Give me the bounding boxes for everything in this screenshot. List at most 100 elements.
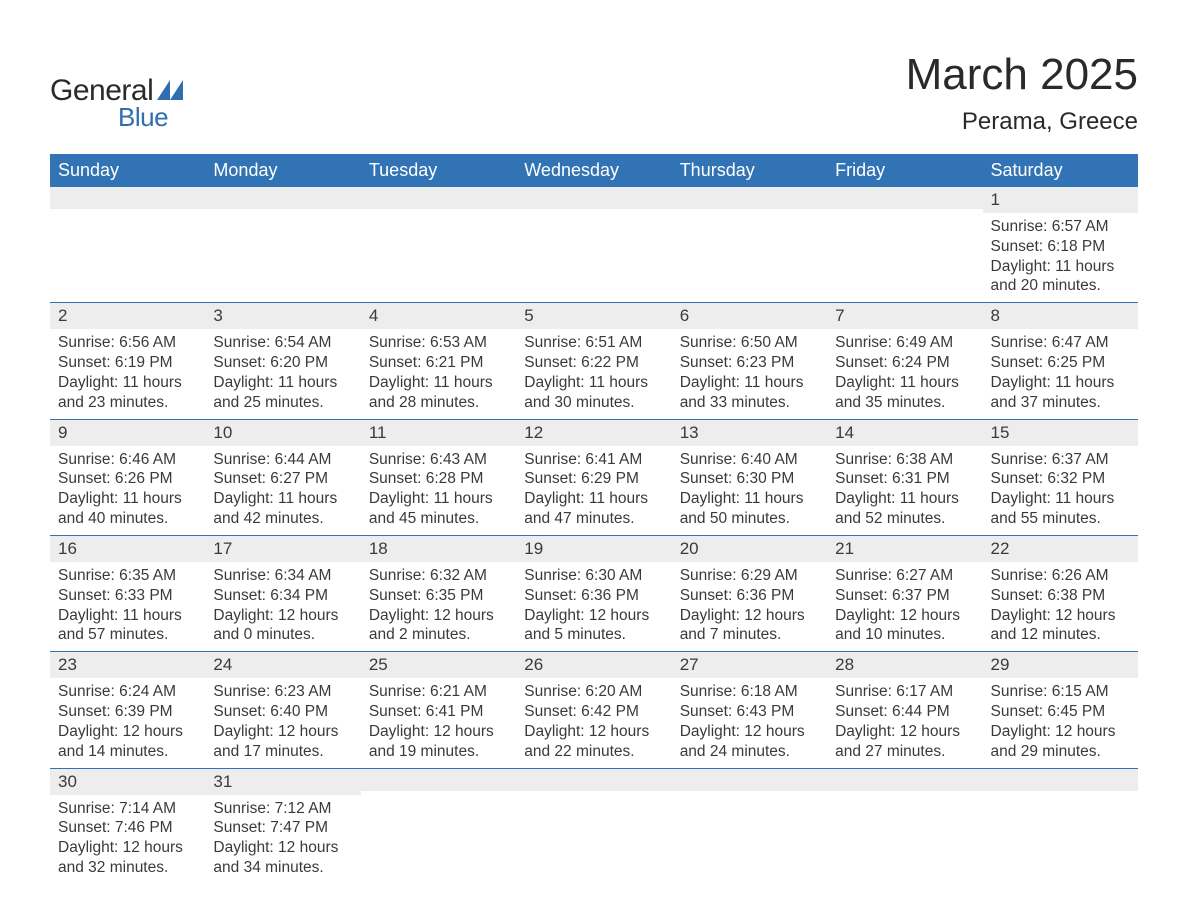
calendar-cell: 14Sunrise: 6:38 AMSunset: 6:31 PMDayligh…	[827, 419, 982, 535]
day-body: Sunrise: 6:54 AMSunset: 6:20 PMDaylight:…	[205, 329, 360, 418]
sunset-line: Sunset: 7:47 PM	[213, 818, 352, 838]
day-number	[361, 769, 516, 791]
sunset-line: Sunset: 6:24 PM	[835, 353, 974, 373]
daylight-line: Daylight: 12 hours and 0 minutes.	[213, 606, 352, 646]
day-number: 25	[361, 652, 516, 678]
sunset-line: Sunset: 6:36 PM	[680, 586, 819, 606]
sunset-line: Sunset: 6:37 PM	[835, 586, 974, 606]
day-body: Sunrise: 7:12 AMSunset: 7:47 PMDaylight:…	[205, 795, 360, 884]
calendar-cell: 24Sunrise: 6:23 AMSunset: 6:40 PMDayligh…	[205, 652, 360, 768]
calendar-cell: 10Sunrise: 6:44 AMSunset: 6:27 PMDayligh…	[205, 419, 360, 535]
sunrise-line: Sunrise: 6:30 AM	[524, 566, 663, 586]
day-body: Sunrise: 6:34 AMSunset: 6:34 PMDaylight:…	[205, 562, 360, 651]
sunset-line: Sunset: 6:32 PM	[991, 469, 1130, 489]
logo-text-blue: Blue	[118, 102, 183, 133]
calendar-cell: 29Sunrise: 6:15 AMSunset: 6:45 PMDayligh…	[983, 652, 1138, 768]
sunrise-line: Sunrise: 6:18 AM	[680, 682, 819, 702]
day-number: 21	[827, 536, 982, 562]
calendar-cell: 30Sunrise: 7:14 AMSunset: 7:46 PMDayligh…	[50, 768, 205, 884]
day-body: Sunrise: 6:27 AMSunset: 6:37 PMDaylight:…	[827, 562, 982, 651]
day-number: 16	[50, 536, 205, 562]
sunset-line: Sunset: 6:42 PM	[524, 702, 663, 722]
daylight-line: Daylight: 11 hours and 23 minutes.	[58, 373, 197, 413]
daylight-line: Daylight: 11 hours and 35 minutes.	[835, 373, 974, 413]
calendar-week-row: 2Sunrise: 6:56 AMSunset: 6:19 PMDaylight…	[50, 303, 1138, 419]
daylight-line: Daylight: 12 hours and 7 minutes.	[680, 606, 819, 646]
calendar-week-row: 23Sunrise: 6:24 AMSunset: 6:39 PMDayligh…	[50, 652, 1138, 768]
calendar-cell: 21Sunrise: 6:27 AMSunset: 6:37 PMDayligh…	[827, 535, 982, 651]
day-body	[983, 791, 1138, 801]
day-number: 15	[983, 420, 1138, 446]
weekday-header: Friday	[827, 154, 982, 187]
calendar-cell	[50, 187, 205, 303]
daylight-line: Daylight: 11 hours and 45 minutes.	[369, 489, 508, 529]
daylight-line: Daylight: 11 hours and 50 minutes.	[680, 489, 819, 529]
day-number: 20	[672, 536, 827, 562]
day-number: 18	[361, 536, 516, 562]
calendar-cell: 17Sunrise: 6:34 AMSunset: 6:34 PMDayligh…	[205, 535, 360, 651]
logo-triangle-icon	[157, 80, 183, 100]
daylight-line: Daylight: 12 hours and 22 minutes.	[524, 722, 663, 762]
sunrise-line: Sunrise: 6:54 AM	[213, 333, 352, 353]
calendar-body: 1Sunrise: 6:57 AMSunset: 6:18 PMDaylight…	[50, 187, 1138, 884]
day-body: Sunrise: 6:18 AMSunset: 6:43 PMDaylight:…	[672, 678, 827, 767]
day-number: 8	[983, 303, 1138, 329]
daylight-line: Daylight: 11 hours and 30 minutes.	[524, 373, 663, 413]
day-number: 5	[516, 303, 671, 329]
day-body: Sunrise: 6:24 AMSunset: 6:39 PMDaylight:…	[50, 678, 205, 767]
sunrise-line: Sunrise: 6:53 AM	[369, 333, 508, 353]
sunset-line: Sunset: 6:33 PM	[58, 586, 197, 606]
day-body	[361, 209, 516, 219]
day-body	[827, 791, 982, 801]
sunset-line: Sunset: 6:36 PM	[524, 586, 663, 606]
logo: General Blue	[50, 74, 183, 133]
sunset-line: Sunset: 6:30 PM	[680, 469, 819, 489]
sunset-line: Sunset: 6:23 PM	[680, 353, 819, 373]
sunrise-line: Sunrise: 6:29 AM	[680, 566, 819, 586]
day-number: 9	[50, 420, 205, 446]
sunrise-line: Sunrise: 6:27 AM	[835, 566, 974, 586]
daylight-line: Daylight: 12 hours and 12 minutes.	[991, 606, 1130, 646]
sunset-line: Sunset: 6:27 PM	[213, 469, 352, 489]
day-body: Sunrise: 6:47 AMSunset: 6:25 PMDaylight:…	[983, 329, 1138, 418]
calendar-cell	[205, 187, 360, 303]
day-body: Sunrise: 6:23 AMSunset: 6:40 PMDaylight:…	[205, 678, 360, 767]
sunset-line: Sunset: 6:20 PM	[213, 353, 352, 373]
calendar-cell: 13Sunrise: 6:40 AMSunset: 6:30 PMDayligh…	[672, 419, 827, 535]
day-number: 29	[983, 652, 1138, 678]
day-body: Sunrise: 6:57 AMSunset: 6:18 PMDaylight:…	[983, 213, 1138, 302]
sunrise-line: Sunrise: 6:23 AM	[213, 682, 352, 702]
sunset-line: Sunset: 6:21 PM	[369, 353, 508, 373]
calendar-cell: 31Sunrise: 7:12 AMSunset: 7:47 PMDayligh…	[205, 768, 360, 884]
day-body: Sunrise: 6:44 AMSunset: 6:27 PMDaylight:…	[205, 446, 360, 535]
weekday-header: Wednesday	[516, 154, 671, 187]
sunrise-line: Sunrise: 6:56 AM	[58, 333, 197, 353]
weekday-header: Monday	[205, 154, 360, 187]
calendar-cell: 1Sunrise: 6:57 AMSunset: 6:18 PMDaylight…	[983, 187, 1138, 303]
weekday-header: Tuesday	[361, 154, 516, 187]
month-title: March 2025	[906, 50, 1138, 100]
sunrise-line: Sunrise: 6:47 AM	[991, 333, 1130, 353]
calendar-cell: 15Sunrise: 6:37 AMSunset: 6:32 PMDayligh…	[983, 419, 1138, 535]
calendar-cell: 27Sunrise: 6:18 AMSunset: 6:43 PMDayligh…	[672, 652, 827, 768]
sunset-line: Sunset: 7:46 PM	[58, 818, 197, 838]
daylight-line: Daylight: 11 hours and 52 minutes.	[835, 489, 974, 529]
sunrise-line: Sunrise: 7:12 AM	[213, 799, 352, 819]
sunrise-line: Sunrise: 6:43 AM	[369, 450, 508, 470]
sunset-line: Sunset: 6:41 PM	[369, 702, 508, 722]
daylight-line: Daylight: 11 hours and 40 minutes.	[58, 489, 197, 529]
sunset-line: Sunset: 6:40 PM	[213, 702, 352, 722]
daylight-line: Daylight: 12 hours and 34 minutes.	[213, 838, 352, 878]
sunrise-line: Sunrise: 6:34 AM	[213, 566, 352, 586]
day-number: 27	[672, 652, 827, 678]
sunrise-line: Sunrise: 6:50 AM	[680, 333, 819, 353]
day-body: Sunrise: 6:53 AMSunset: 6:21 PMDaylight:…	[361, 329, 516, 418]
sunrise-line: Sunrise: 6:38 AM	[835, 450, 974, 470]
calendar-cell: 11Sunrise: 6:43 AMSunset: 6:28 PMDayligh…	[361, 419, 516, 535]
sunset-line: Sunset: 6:26 PM	[58, 469, 197, 489]
day-body	[672, 209, 827, 219]
day-body: Sunrise: 6:41 AMSunset: 6:29 PMDaylight:…	[516, 446, 671, 535]
weekday-header: Thursday	[672, 154, 827, 187]
day-number: 13	[672, 420, 827, 446]
sunset-line: Sunset: 6:31 PM	[835, 469, 974, 489]
